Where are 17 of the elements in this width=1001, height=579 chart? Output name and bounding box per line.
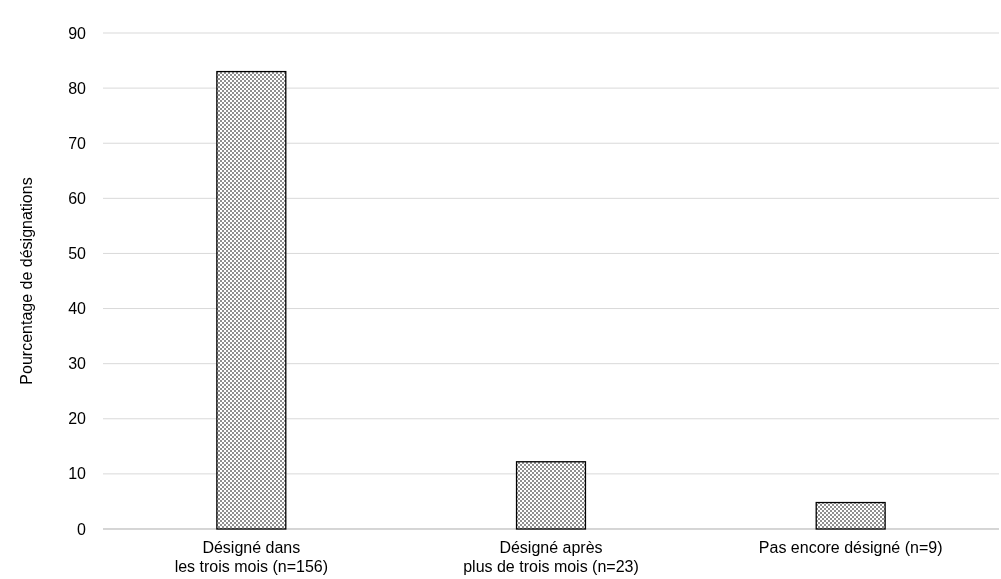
y-tick-label: 60 bbox=[68, 189, 87, 207]
x-tick-label: Désigné dans les trois mois (n=156) bbox=[174, 539, 329, 575]
bar bbox=[815, 501, 886, 530]
x-tick-label: Pas encore désigné (n=9) bbox=[758, 539, 943, 556]
y-tick-label: 70 bbox=[68, 134, 87, 152]
y-tick-label: 30 bbox=[68, 355, 87, 373]
y-tick-label: 50 bbox=[68, 245, 87, 263]
y-tick-label: 20 bbox=[68, 410, 87, 428]
y-axis-title: Pourcentage de désignations bbox=[18, 177, 35, 385]
y-tick-label: 90 bbox=[68, 24, 87, 42]
bar bbox=[515, 461, 587, 530]
x-tick-label: Désigné après plus de trois mois (n=23) bbox=[463, 539, 639, 575]
y-tick-label: 40 bbox=[68, 300, 87, 318]
bar bbox=[216, 70, 287, 530]
y-tick-label: 0 bbox=[77, 520, 87, 538]
y-tick-label: 80 bbox=[68, 79, 87, 97]
y-tick-label: 10 bbox=[68, 465, 87, 483]
